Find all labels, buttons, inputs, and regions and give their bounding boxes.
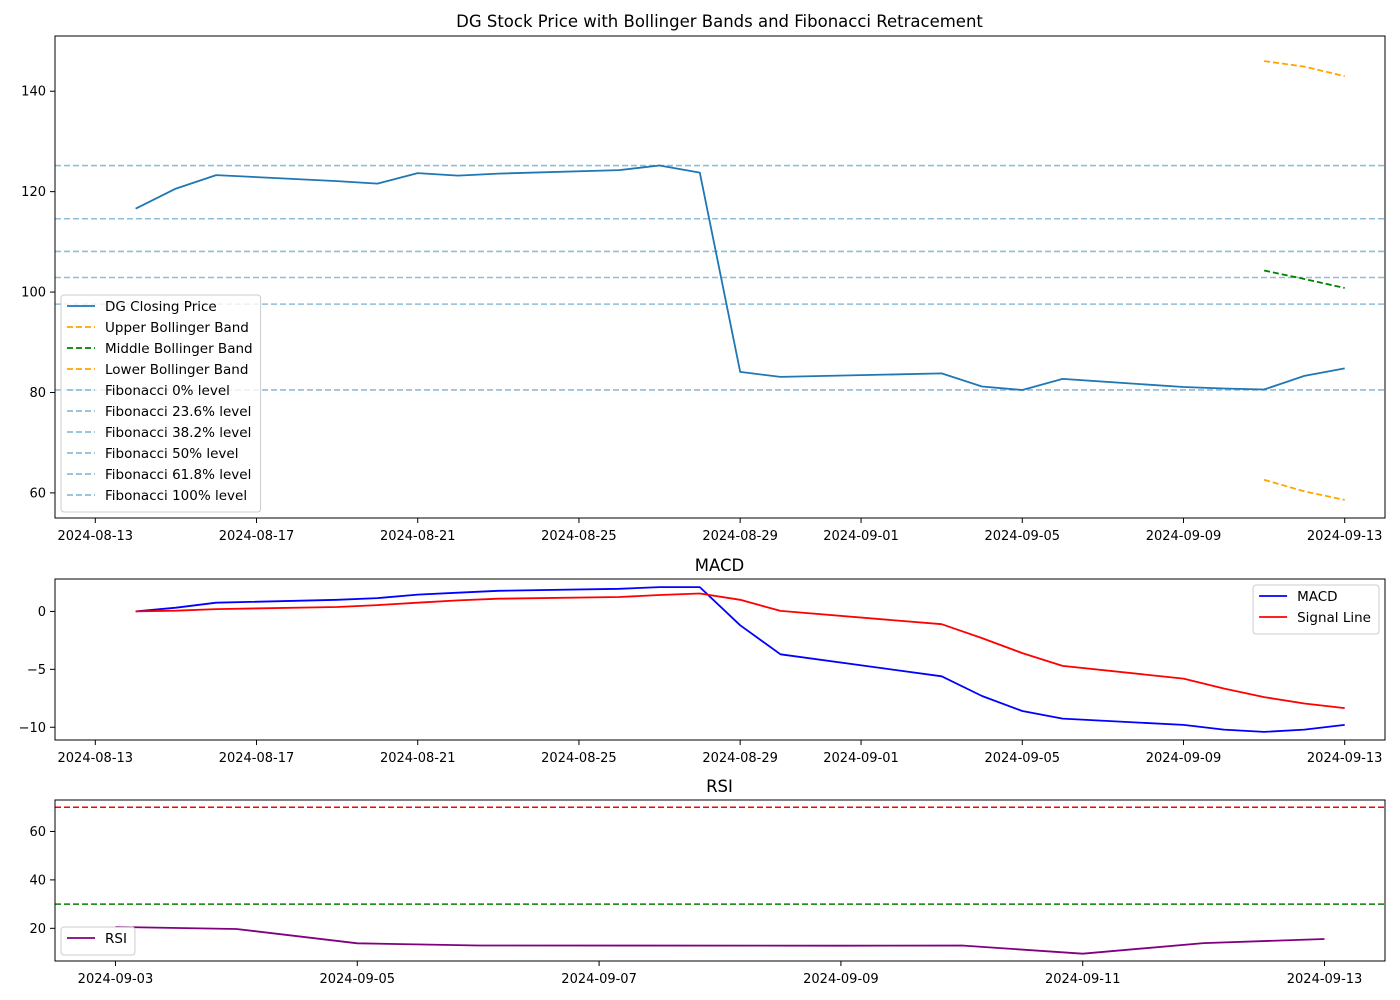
x-tick-label: 2024-08-29 (702, 529, 778, 544)
y-tick-label: 60 (29, 825, 46, 840)
x-tick-label: 2024-08-17 (219, 529, 295, 544)
legend-label-middle-bollinger-band: Middle Bollinger Band (105, 341, 253, 357)
rsi-legend-box (60, 926, 136, 956)
x-tick-label: 2024-08-13 (58, 751, 134, 766)
y-tick-label: 20 (29, 922, 46, 937)
macd-line (135, 586, 1345, 733)
x-tick-label: 2024-09-01 (823, 529, 899, 544)
rsi-panel: RSI RSI 2024-09-03 2024-09-05 2024-09-07 20… (29, 777, 1386, 987)
lower-bollinger-band-line (1263, 478, 1345, 501)
x-tick-label: 2024-09-13 (1307, 751, 1383, 766)
price-legend: DG Closing Price Upper Bollinger Band Midd… (60, 294, 262, 513)
x-tick-label: 2024-08-25 (541, 751, 617, 766)
price-panel: DG Stock Price with Bollinger Bands and … (21, 12, 1386, 544)
legend-label-macd: MACD (1297, 589, 1337, 605)
x-tick-label: 2024-08-25 (541, 529, 617, 544)
price-chart-title: DG Stock Price with Bollinger Bands and … (456, 12, 983, 31)
y-tick-label: 100 (21, 286, 46, 301)
x-tick-label: 2024-09-05 (319, 972, 395, 987)
y-tick-label: −5 (27, 663, 46, 678)
y-tick-label: 80 (29, 386, 46, 401)
rsi-plot-frame (54, 799, 1386, 962)
legend-label-dg-closing-price: DG Closing Price (105, 299, 217, 315)
rsi-chart-title: RSI (706, 777, 733, 796)
y-tick-label: 40 (29, 873, 46, 888)
x-tick-label: 2024-09-05 (984, 751, 1060, 766)
x-tick-label: 2024-08-21 (380, 529, 456, 544)
x-tick-label: 2024-09-09 (803, 972, 879, 987)
rsi-line (115, 926, 1325, 955)
x-tick-label: 2024-09-07 (561, 972, 637, 987)
macd-plot-frame (54, 578, 1386, 741)
y-tick-label: 60 (29, 486, 46, 501)
x-tick-label: 2024-09-09 (1146, 529, 1222, 544)
x-tick-label: 2024-09-01 (823, 751, 899, 766)
x-tick-label: 2024-08-13 (58, 529, 134, 544)
legend-label-upper-bollinger-band: Upper Bollinger Band (105, 320, 249, 336)
dg-closing-price-line (135, 164, 1345, 391)
rsi-legend: RSI (60, 926, 136, 956)
y-tick-label: 140 (21, 85, 46, 100)
legend-label-fibonacci-61-8-level: Fibonacci 61.8% level (105, 467, 251, 483)
macd-legend: MACD Signal Line (1252, 584, 1380, 635)
macd-panel: MACD MACD Signal Line 2024-08-13 2024-08-1… (19, 556, 1386, 766)
x-tick-label: 2024-09-09 (1146, 751, 1222, 766)
legend-label-signal-line: Signal Line (1297, 610, 1371, 626)
price-plot-frame (54, 35, 1386, 519)
macd-legend-box (1252, 584, 1380, 635)
x-tick-label: 2024-08-21 (380, 751, 456, 766)
macd-chart-title: MACD (695, 556, 744, 575)
upper-bollinger-band-line (1263, 60, 1345, 78)
legend-label-lower-bollinger-band: Lower Bollinger Band (105, 362, 248, 378)
x-tick-label: 2024-08-17 (219, 751, 295, 766)
y-tick-label: 120 (21, 185, 46, 200)
price-legend-box (60, 294, 262, 513)
legend-label-fibonacci-50-level: Fibonacci 50% level (105, 446, 238, 462)
x-tick-label: 2024-08-29 (702, 751, 778, 766)
x-tick-label: 2024-09-13 (1287, 972, 1363, 987)
signal-line-line (135, 592, 1345, 709)
x-tick-label: 2024-09-11 (1045, 972, 1121, 987)
y-tick-label: −10 (19, 721, 46, 736)
legend-label-fibonacci-23-6-level: Fibonacci 23.6% level (105, 404, 251, 420)
legend-label-fibonacci-100-level: Fibonacci 100% level (105, 488, 247, 504)
middle-bollinger-band-line (1263, 269, 1345, 289)
y-tick-label: 0 (38, 605, 46, 620)
legend-label-fibonacci-0-level: Fibonacci 0% level (105, 383, 230, 399)
x-tick-label: 2024-09-05 (984, 529, 1060, 544)
x-tick-label: 2024-09-03 (78, 972, 154, 987)
legend-label-fibonacci-38-2-level: Fibonacci 38.2% level (105, 425, 251, 441)
legend-label-rsi: RSI (105, 931, 127, 947)
x-tick-label: 2024-09-13 (1307, 529, 1383, 544)
